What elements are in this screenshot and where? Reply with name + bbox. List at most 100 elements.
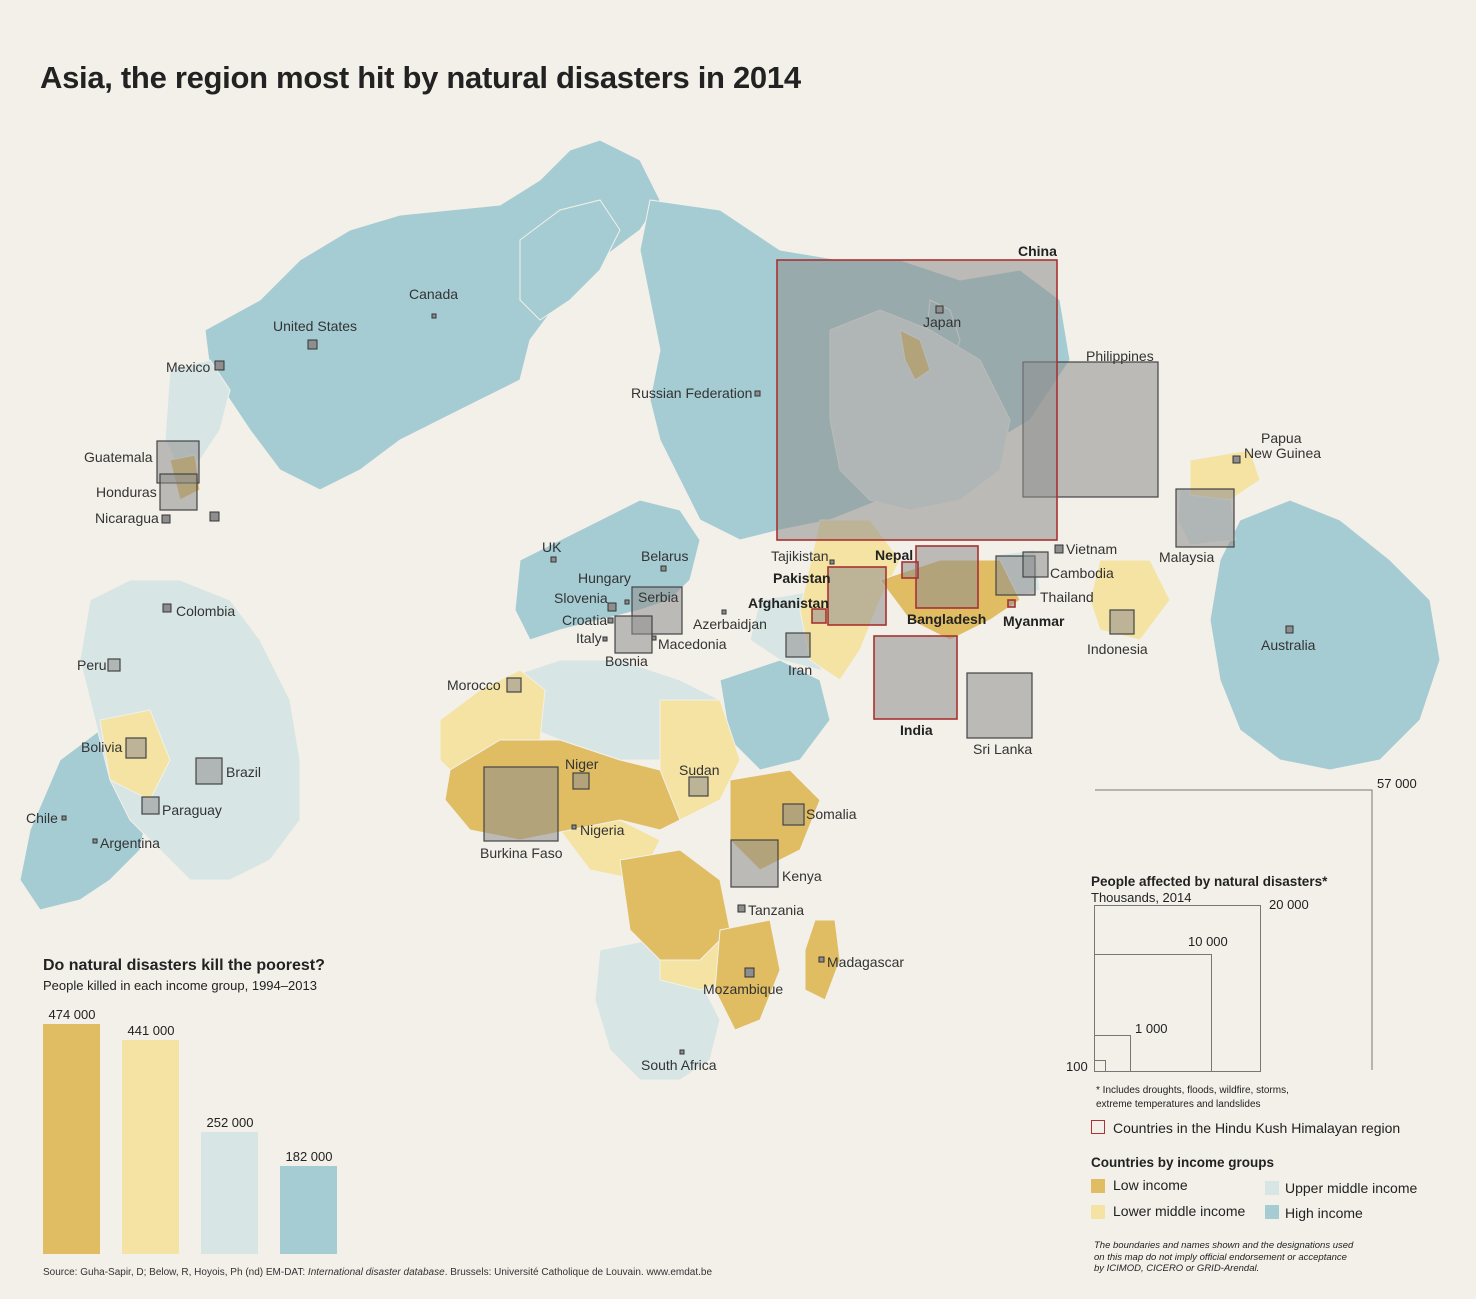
label-india: India: [900, 722, 933, 738]
label-lower-middle-income: Lower middle income: [1113, 1203, 1246, 1219]
label-hungary: Hungary: [578, 570, 631, 586]
map-title: Asia, the region most hit by natural dis…: [40, 60, 801, 95]
legend-value-1000: 1 000: [1135, 1021, 1168, 1036]
square-indonesia: [1109, 609, 1135, 635]
label-upper-middle-income: Upper middle income: [1285, 1180, 1418, 1196]
bar-2: [201, 1132, 258, 1254]
label-pakistan: Pakistan: [773, 570, 831, 586]
label-nicaragua: Nicaragua: [95, 510, 159, 526]
label-madagascar: Madagascar: [827, 954, 905, 970]
label-tanzania: Tanzania: [748, 902, 805, 918]
legend-square-10000: [1094, 954, 1212, 1072]
label-high-income: High income: [1285, 1205, 1363, 1221]
label-burkina-faso: Burkina Faso: [480, 845, 563, 861]
square-kenya: [730, 839, 779, 888]
label-philippines: Philippines: [1086, 348, 1154, 364]
bar-value-label-2: 252 000: [206, 1115, 254, 1130]
label-united-states: United States: [273, 318, 358, 334]
label-indonesia: Indonesia: [1087, 641, 1148, 657]
swatch-low-income: [1091, 1179, 1105, 1193]
label-peru: Peru: [77, 657, 107, 673]
legend-square-1000: [1094, 1035, 1131, 1072]
bar-0: [43, 1024, 100, 1254]
size-legend-lines: [1095, 789, 1373, 1070]
square-nepal: [901, 561, 919, 579]
square-bolivia: [125, 737, 147, 759]
square-somalia: [782, 803, 805, 826]
label-bosnia: Bosnia: [605, 653, 648, 669]
square-burkina-faso: [483, 766, 559, 842]
label-guatemala: Guatemala: [84, 449, 153, 465]
bar-chart-subtitle: People killed in each income group, 1994…: [43, 978, 317, 993]
swatch-upper-middle-income: [1265, 1181, 1279, 1195]
square-iran: [785, 632, 811, 658]
label-uk: UK: [542, 539, 562, 555]
label-thailand: Thailand: [1040, 589, 1094, 605]
label-low-income: Low income: [1113, 1177, 1188, 1193]
label-chile: Chile: [26, 810, 58, 826]
label-australia: Australia: [1261, 637, 1316, 653]
label-malaysia: Malaysia: [1159, 549, 1215, 565]
square-bosnia: [614, 615, 653, 654]
label-bangladesh: Bangladesh: [907, 611, 987, 627]
legend-value-100: 100: [1066, 1059, 1088, 1074]
label-mozambique: Mozambique: [703, 981, 784, 997]
bar-chart-title: Do natural disasters kill the poorest?: [43, 957, 325, 974]
square-bangladesh: [915, 545, 979, 609]
square-sudan: [688, 776, 709, 797]
label-nigeria: Nigeria: [580, 822, 625, 838]
label-canada: Canada: [409, 286, 459, 302]
square-afghanistan: [811, 608, 827, 624]
label-cambodia: Cambodia: [1050, 565, 1114, 581]
legend-value-20000: 20 000: [1269, 897, 1309, 912]
size-legend-title: People affected by natural disasters*: [1091, 874, 1328, 889]
legend-footnote: * Includes droughts, floods, wildfire, s…: [1096, 1085, 1289, 1110]
square-myanmar: [1007, 599, 1016, 608]
label-myanmar: Myanmar: [1003, 613, 1065, 629]
square-cambodia: [1022, 551, 1049, 578]
label-somalia: Somalia: [806, 806, 857, 822]
square-pakistan: [827, 566, 887, 626]
label-tajikistan: Tajikistan: [771, 548, 829, 564]
hkh-squares: [776, 259, 1058, 720]
bar-value-label-0: 474 000: [48, 1007, 96, 1022]
legend-value-10000: 10 000: [1188, 934, 1228, 949]
label-new-guinea: New Guinea: [1244, 445, 1322, 461]
label-macedonia: Macedonia: [658, 636, 727, 652]
bar-value-label-1: 441 000: [127, 1023, 175, 1038]
square-morocco: [506, 677, 522, 693]
affected-squares: [107, 361, 1235, 888]
square-india: [873, 635, 958, 720]
source-note: Source: Guha-Sapir, D; Below, R, Hoyois,…: [43, 1267, 713, 1278]
label-colombia: Colombia: [176, 603, 236, 619]
hkh-legend-swatch: [1091, 1120, 1105, 1134]
label-brazil: Brazil: [226, 764, 262, 780]
label-slovenia: Slovenia: [554, 590, 608, 606]
label-azerbaidjan: Azerbaidjan: [693, 616, 767, 632]
swatch-high-income: [1265, 1205, 1279, 1219]
label-argentina: Argentina: [100, 835, 160, 851]
small-markers: [61, 305, 1294, 1055]
bar-3: [280, 1166, 337, 1254]
square-brazil: [195, 757, 223, 785]
label-paraguay: Paraguay: [162, 802, 222, 818]
label-vietnam: Vietnam: [1066, 541, 1118, 557]
label-mexico: Mexico: [166, 359, 211, 375]
square-malaysia: [1175, 488, 1235, 548]
label-croatia: Croatia: [562, 612, 608, 628]
label-iran: Iran: [788, 662, 813, 678]
legend-value-57000: 57 000: [1377, 776, 1417, 791]
label-morocco: Morocco: [447, 677, 501, 693]
label-japan: Japan: [923, 314, 962, 330]
label-sudan: Sudan: [679, 762, 720, 778]
label-china: China: [1018, 243, 1057, 259]
label-belarus: Belarus: [641, 548, 689, 564]
bar-1: [122, 1040, 179, 1254]
square-sri-lanka: [966, 672, 1033, 739]
label-russia: Russian Federation: [631, 385, 753, 401]
label-south-africa: South Africa: [641, 1057, 717, 1073]
disclaimer: The boundaries and names shown and the d…: [1094, 1240, 1354, 1274]
square-honduras: [159, 473, 198, 511]
square-peru: [107, 658, 121, 672]
